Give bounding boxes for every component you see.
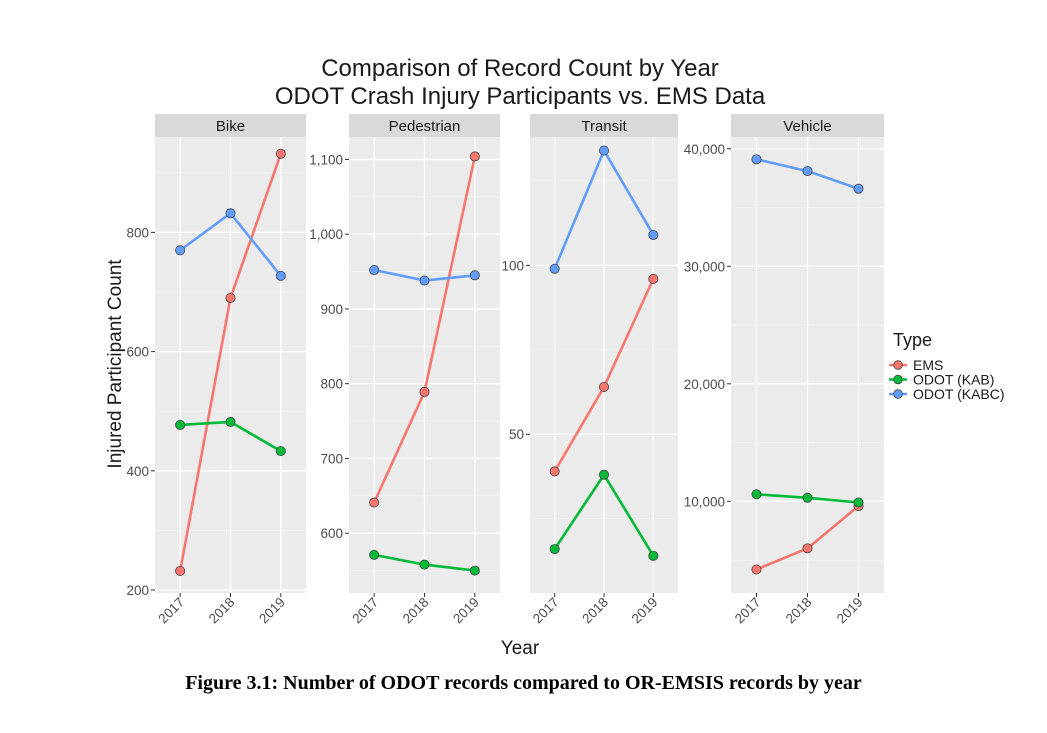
data-point	[369, 549, 380, 560]
legend-key-point	[893, 360, 903, 370]
y-tick-label: 40,000	[684, 142, 725, 157]
y-tick-label: 10,000	[684, 494, 725, 509]
y-tick-label: 1,000	[309, 227, 343, 242]
x-tick-label: 2018	[400, 595, 432, 627]
data-point	[369, 265, 380, 276]
data-point	[419, 386, 430, 397]
panel-transit: Transit 50 100 2017 2018 2019	[501, 114, 678, 626]
y-tick-label: 600	[320, 526, 343, 541]
data-point	[175, 565, 186, 576]
x-tick-label: 2017	[732, 595, 764, 627]
y-tick-label: 20,000	[684, 377, 725, 392]
data-point	[751, 154, 762, 165]
panel-pedestrian: Pedestrian 600 700 800 900 1,000 1,100 2017 2018…	[309, 114, 500, 626]
x-tick-label: 2018	[206, 595, 238, 627]
legend-title: Type	[893, 330, 932, 350]
y-tick-label: 800	[320, 377, 343, 392]
x-tick-label: 2019	[450, 595, 482, 627]
legend-key-point	[893, 389, 903, 399]
data-point	[599, 381, 610, 392]
y-tick-label: 50	[509, 427, 524, 442]
chart-title-line-1: Comparison of Record Count by Year	[321, 55, 719, 82]
data-point	[275, 270, 286, 281]
data-point	[225, 292, 236, 303]
data-point	[275, 446, 286, 457]
data-point	[275, 148, 286, 159]
data-point	[648, 550, 659, 561]
y-tick-label: 100	[501, 258, 524, 273]
facet-strip	[155, 114, 306, 137]
data-point	[225, 208, 236, 219]
y-tick-label: 30,000	[684, 259, 725, 274]
data-point	[802, 492, 813, 503]
x-tick-label: 2019	[256, 595, 288, 627]
x-tick-label: 2017	[349, 595, 381, 627]
data-point	[648, 229, 659, 240]
chart-title-line-2: ODOT Crash Injury Participants vs. EMS D…	[275, 83, 766, 110]
x-tick-label: 2019	[834, 595, 866, 627]
legend-label: EMS	[913, 357, 943, 373]
data-point	[369, 497, 380, 508]
data-point	[175, 245, 186, 256]
legend-label: ODOT (KAB)	[913, 372, 994, 388]
data-point	[549, 544, 560, 555]
facet-strip-label: Vehicle	[783, 118, 831, 135]
facet-strip	[349, 114, 500, 137]
panel-bike: Bike 200 400 600 800 2017 2018 2019	[126, 114, 306, 626]
x-tick-label: 2018	[579, 595, 611, 627]
figure-caption: Figure 3.1: Number of ODOT records compa…	[185, 672, 862, 694]
y-tick-label: 200	[126, 583, 149, 598]
facet-strip-label: Pedestrian	[389, 118, 461, 135]
data-point	[802, 543, 813, 554]
data-point	[225, 416, 236, 427]
data-point	[419, 275, 430, 286]
y-tick-label: 700	[320, 451, 343, 466]
data-point	[599, 145, 610, 156]
legend-label: ODOT (KABC)	[913, 386, 1005, 402]
facet-strip	[731, 114, 884, 137]
data-point	[853, 497, 864, 508]
data-point	[549, 466, 560, 477]
data-point	[751, 564, 762, 575]
facet-strip-label: Bike	[216, 118, 245, 135]
panel-vehicle: Vehicle 10,000 20,000 30,000 40,000 2017 2018 2…	[684, 114, 884, 626]
data-point	[599, 469, 610, 480]
x-axis-title: Year	[501, 638, 540, 659]
data-point	[469, 151, 480, 162]
data-point	[751, 489, 762, 500]
x-tick-label: 2019	[629, 595, 661, 627]
panels: Bike 200 400 600 800 2017 2018 2019 Pedestrian 60…	[126, 114, 884, 626]
x-tick-label: 2017	[155, 595, 187, 627]
data-point	[419, 559, 430, 570]
y-tick-label: 1,100	[309, 152, 343, 167]
data-point	[469, 565, 480, 576]
data-point	[853, 183, 864, 194]
facet-strip-label: Transit	[581, 118, 627, 135]
data-point	[549, 263, 560, 274]
facet-strip	[530, 114, 678, 137]
y-axis-title: Injured Participant Count	[105, 259, 126, 469]
x-tick-label: 2017	[530, 595, 562, 627]
data-point	[175, 419, 186, 430]
x-tick-label: 2018	[783, 595, 815, 627]
y-tick-label: 400	[126, 464, 149, 479]
y-tick-label: 900	[320, 302, 343, 317]
y-tick-label: 800	[126, 225, 149, 240]
legend-key-point	[893, 374, 903, 385]
data-point	[648, 273, 659, 284]
data-point	[802, 166, 813, 177]
y-tick-label: 600	[126, 345, 149, 360]
data-point	[469, 270, 480, 281]
